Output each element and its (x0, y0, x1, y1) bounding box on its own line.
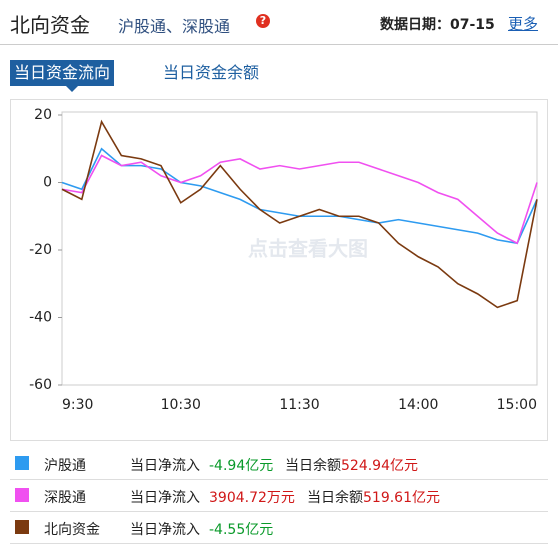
tab[interactable]: 当日资金余额 (163, 63, 260, 82)
legend-row: 沪股通 当日净流入 -4.94亿元 当日余额 524.94亿元 (10, 448, 548, 480)
inflow-label: 当日净流入 (130, 490, 200, 506)
chart-frame (10, 99, 548, 441)
series-line (61, 154, 538, 245)
legend-name: 沪股通 (44, 458, 86, 474)
help-icon[interactable]: ? (256, 14, 270, 28)
y-tick-label: 20 (34, 107, 52, 123)
more-link[interactable]: 更多 (508, 15, 539, 33)
plot-area (61, 111, 538, 386)
chart[interactable]: 点击查看大图 20 0 -20 -40 -60 9:30 10:30 11:30 14:00 15:… (0, 0, 558, 440)
x-tick-label: 14:00 (398, 397, 438, 413)
x-tick-label: 10:30 (161, 397, 201, 413)
legend-swatch (15, 520, 29, 534)
x-tick-label: 9:30 (62, 397, 93, 413)
inflow-value: -4.55亿元 (209, 522, 274, 538)
y-tick-label: 0 (43, 175, 52, 191)
subtitle[interactable]: 沪股通、深股通 (118, 17, 231, 36)
y-tick-label: -60 (29, 377, 52, 393)
y-tick-label: -20 (29, 242, 52, 258)
balance-value: 519.61亿元 (363, 490, 440, 506)
series-line (61, 119, 538, 309)
legend-name: 北向资金 (44, 522, 100, 538)
date-label: 数据日期：07-15 (380, 17, 495, 33)
x-tick-label: 15:00 (497, 397, 537, 413)
tab-caret (66, 86, 78, 92)
tab-active[interactable]: 当日资金流向 (10, 60, 115, 86)
inflow-label: 当日净流入 (130, 458, 200, 474)
inflow-value: -4.94亿元 (209, 458, 274, 474)
inflow-value: 3904.72万元 (209, 490, 295, 506)
legend-swatch (15, 488, 29, 502)
title: 北向资金 (10, 13, 90, 37)
balance-label: 当日余额 (285, 458, 341, 474)
inflow-label: 当日净流入 (130, 522, 200, 538)
legend-swatch (15, 456, 29, 470)
watermark: 点击查看大图 (248, 237, 368, 261)
divider (0, 44, 558, 45)
legend-name: 深股通 (44, 490, 86, 506)
x-tick-label: 11:30 (279, 397, 319, 413)
balance-value: 524.94亿元 (341, 458, 418, 474)
y-tick-label: -40 (29, 310, 52, 326)
legend-row: 北向资金 当日净流入 -4.55亿元 (10, 512, 548, 544)
legend-row: 深股通 当日净流入 3904.72万元 当日余额 519.61亿元 (10, 480, 548, 512)
balance-label: 当日余额 (307, 490, 363, 506)
